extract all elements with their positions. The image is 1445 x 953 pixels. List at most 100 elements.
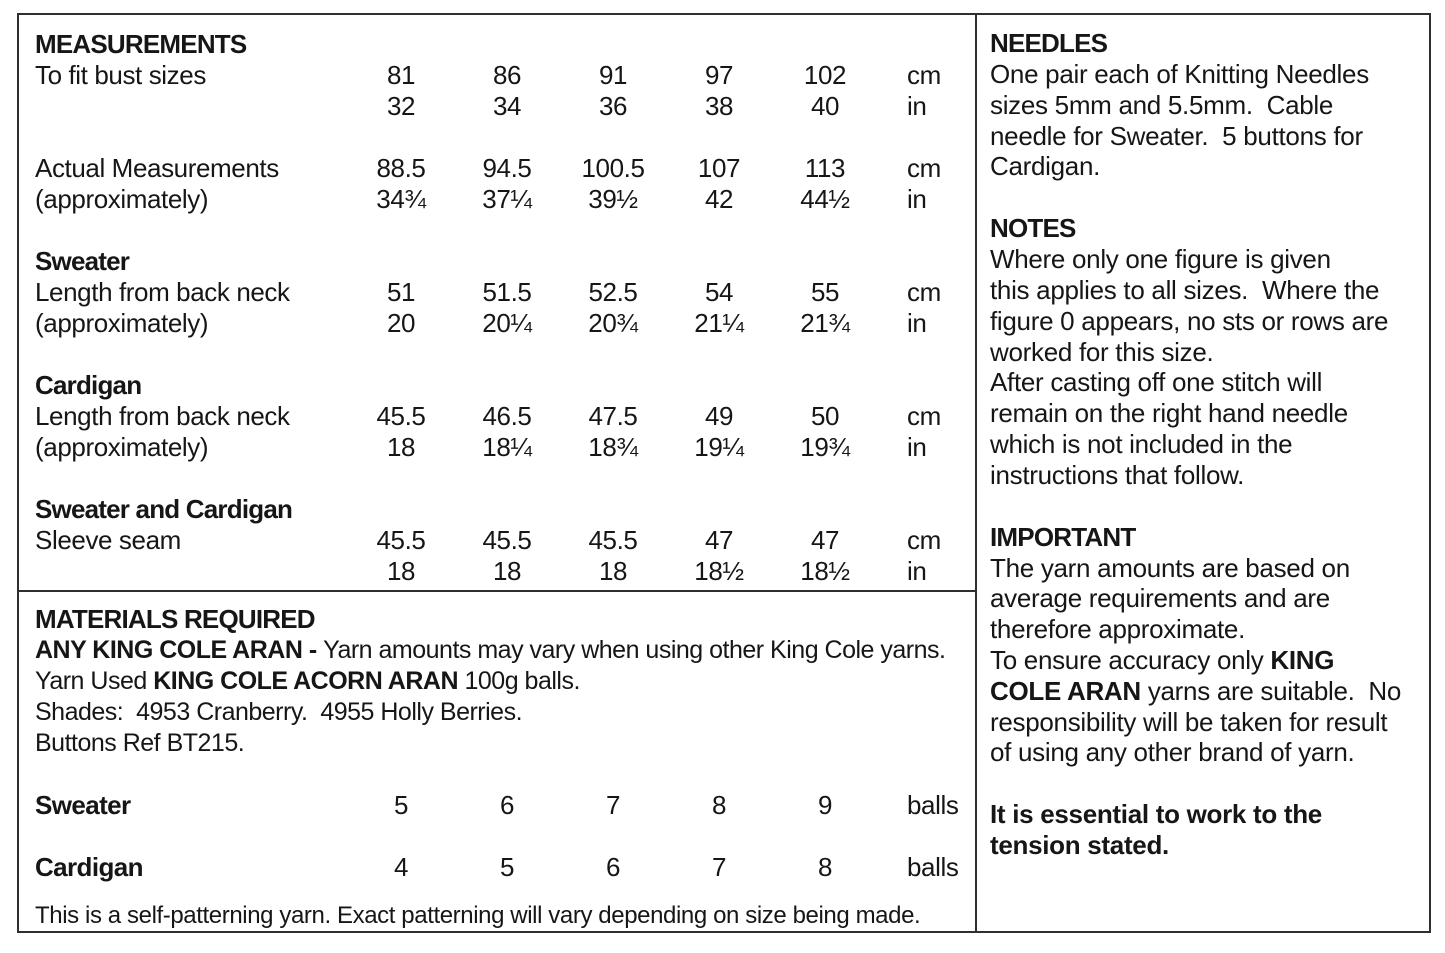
unit-label: cm [907,153,941,183]
table-row: 32 34 36 38 40 in [35,91,975,122]
unit-label: in [907,556,927,586]
size-value: 20¾ [588,308,638,338]
balls-value: 5 [499,852,515,882]
important-body-2: To ensure accuracy only KING COLE ARAN y… [990,645,1419,768]
size-value: 113 [804,153,846,183]
table-row: (approximately) 34¾ 37¼ 39½ 42 44½ in [35,184,975,215]
size-value: 94.5 [482,153,532,183]
size-value: 45.5 [376,401,426,431]
balls-value: 8 [817,852,833,882]
yarn-quantity-row: Sweater 5 6 7 8 9 balls [35,790,975,821]
balls-value: 6 [605,852,621,882]
important-body-2-prefix: To ensure accuracy only [990,644,1271,675]
size-value: 100.5 [581,153,645,183]
row-label: Cardigan [35,852,143,882]
size-value: 20¼ [482,308,532,338]
size-value: 39½ [588,184,638,214]
size-value: 107 [697,153,741,183]
knitting-pattern-sheet: MEASUREMENTS To fit bust sizes 81 86 91 … [17,13,1431,933]
row-label: To fit bust sizes [35,60,206,90]
size-value: 49 [704,401,734,431]
measurements-section: MEASUREMENTS To fit bust sizes 81 86 91 … [19,15,975,592]
measurement-group-actual: Actual Measurements 88.5 94.5 100.5 107 … [35,153,975,215]
size-value: 19¾ [800,432,850,462]
sidebar: NEEDLES One pair each of Knitting Needle… [977,15,1429,931]
table-row: Length from back neck 45.5 46.5 47.5 49 … [35,401,975,432]
size-value: 20 [386,308,416,338]
size-value: 42 [704,184,734,214]
table-row: 18 18 18 18½ 18½ in [35,556,975,587]
measurement-group-cardigan: Cardigan Length from back neck 45.5 46.5… [35,370,975,463]
row-label: (approximately) [35,184,209,214]
size-value: 21¾ [800,308,850,338]
size-value: 50 [810,401,840,431]
size-value: 91 [598,60,628,90]
size-value: 32 [386,91,416,121]
table-row: Actual Measurements 88.5 94.5 100.5 107 … [35,153,975,184]
materials-title: MATERIALS REQUIRED [35,604,316,634]
balls-value: 8 [711,790,727,820]
row-label: (approximately) [35,432,209,462]
size-value: 45.5 [376,525,426,555]
size-value: 18 [598,556,628,586]
materials-line-buttons: Buttons Ref BT215. [35,729,245,757]
row-label: Sleeve seam [35,525,181,555]
size-value: 18½ [800,556,850,586]
size-value: 45.5 [588,525,638,555]
notes-title: NOTES [990,213,1076,244]
size-value: 18½ [694,556,744,586]
measurement-group-sweater: Sweater Length from back neck 51 51.5 52… [35,246,975,339]
group-heading: Sweater and Cardigan [35,494,293,524]
table-row: (approximately) 20 20¼ 20¾ 21¼ 21¾ in [35,308,975,339]
table-row: (approximately) 18 18¼ 18¾ 19¼ 19¾ in [35,432,975,463]
size-value: 19¼ [694,432,744,462]
yarn-used-prefix: Yarn Used [35,667,154,695]
balls-value: 5 [393,790,409,820]
notes-body-1: Where only one figure is given this appl… [990,244,1389,367]
self-patterning-footnote: This is a self-patterning yarn. Exact pa… [35,902,921,929]
row-label: (approximately) [35,308,209,338]
table-row: To fit bust sizes 81 86 91 97 102 cm [35,60,975,91]
size-value: 88.5 [376,153,426,183]
size-value: 44½ [800,184,850,214]
row-label: Length from back neck [35,277,290,307]
size-value: 36 [598,91,628,121]
size-value: 34¾ [376,184,426,214]
row-label: Length from back neck [35,401,290,431]
balls-value: 7 [711,852,727,882]
materials-line-yarn-used: Yarn Used KING COLE ACORN ARAN 100g ball… [35,666,975,697]
size-value: 18¼ [482,432,532,462]
size-value: 52.5 [588,277,638,307]
row-label [35,556,348,587]
size-value: 47 [704,525,734,555]
size-value: 18¾ [588,432,638,462]
size-value: 18 [492,556,522,586]
yarn-used-suffix: 100g balls. [458,667,580,695]
important-body-2-suffix: yarns are suitable. No responsibility wi… [990,675,1402,768]
row-label [35,91,348,122]
size-value: 18 [386,432,416,462]
group-heading: Cardigan [35,370,142,400]
materials-line-yarn-brand: ANY KING COLE ARAN - Yarn amounts may va… [35,635,975,666]
size-value: 37¼ [482,184,532,214]
balls-value: 7 [605,790,621,820]
size-value: 45.5 [482,525,532,555]
size-value: 54 [704,277,734,307]
measurement-group-bust: To fit bust sizes 81 86 91 97 102 cm 32 … [35,60,975,122]
balls-value: 9 [817,790,833,820]
unit-label: in [907,432,927,462]
size-value: 47 [810,525,840,555]
row-label: Actual Measurements [35,153,279,183]
yarn-brand-note: Yarn amounts may vary when using other K… [323,636,946,664]
unit-label: cm [907,277,941,307]
materials-section: MATERIALS REQUIRED ANY KING COLE ARAN - … [19,592,975,931]
yarn-name-bold: KING COLE ACORN ARAN [153,667,459,695]
measurement-group-sweater-and-cardigan: Sweater and Cardigan Sleeve seam 45.5 45… [35,494,975,587]
materials-line-shades: Shades: 4953 Cranberry. 4955 Holly Berri… [35,698,523,726]
size-value: 81 [386,60,416,90]
tension-note: It is essential to work to the tension s… [990,799,1322,860]
size-value: 21¼ [694,308,744,338]
size-value: 40 [810,91,840,121]
size-value: 51 [386,277,416,307]
unit-label: in [907,308,927,338]
